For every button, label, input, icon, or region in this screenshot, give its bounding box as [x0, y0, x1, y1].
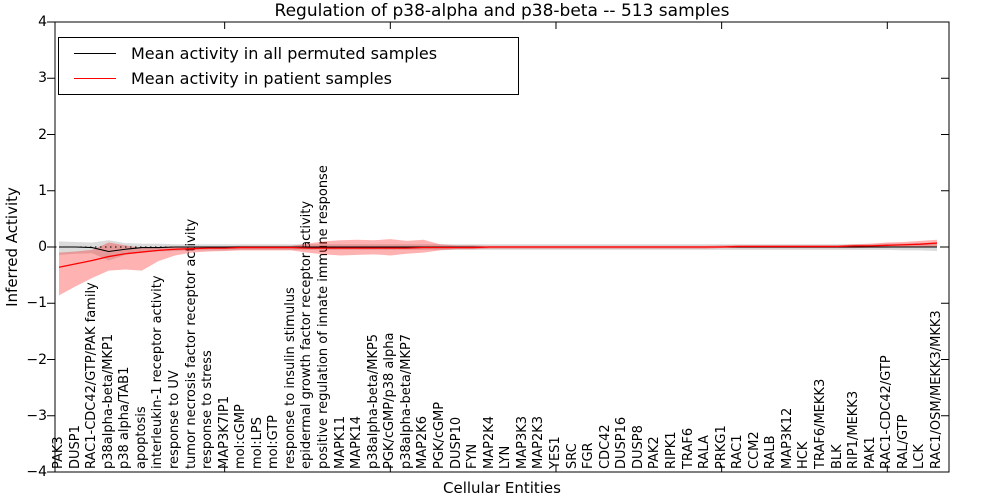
y-tick-label: −2: [26, 351, 47, 368]
patient-band: [59, 239, 937, 296]
y-tick-label: 1: [38, 182, 47, 199]
legend-label-patient: Mean activity in patient samples: [131, 69, 392, 88]
patient-line-swatch: [74, 78, 116, 79]
legend: Mean activity in all permuted samples Me…: [58, 37, 519, 95]
y-tick-label: 3: [38, 70, 47, 87]
y-tick-label: −4: [26, 464, 47, 480]
legend-entry-patient: Mean activity in patient samples: [59, 69, 518, 88]
permuted-band: [59, 240, 937, 261]
y-tick-label: −1: [26, 295, 47, 312]
y-tick-label: 2: [38, 126, 47, 143]
legend-label-permuted: Mean activity in all permuted samples: [131, 44, 438, 63]
x-axis-label: Cellular Entities: [443, 479, 561, 497]
y-tick-label: 0: [38, 239, 47, 255]
y-tick-label: 4: [38, 14, 47, 30]
y-tick-label: −3: [26, 407, 47, 424]
permuted-line-swatch: [74, 53, 116, 54]
patient-mean-line: [58, 242, 938, 268]
legend-entry-permuted: Mean activity in all permuted samples: [59, 44, 518, 63]
chart-title: Regulation of p38-alpha and p38-beta -- …: [274, 1, 730, 21]
